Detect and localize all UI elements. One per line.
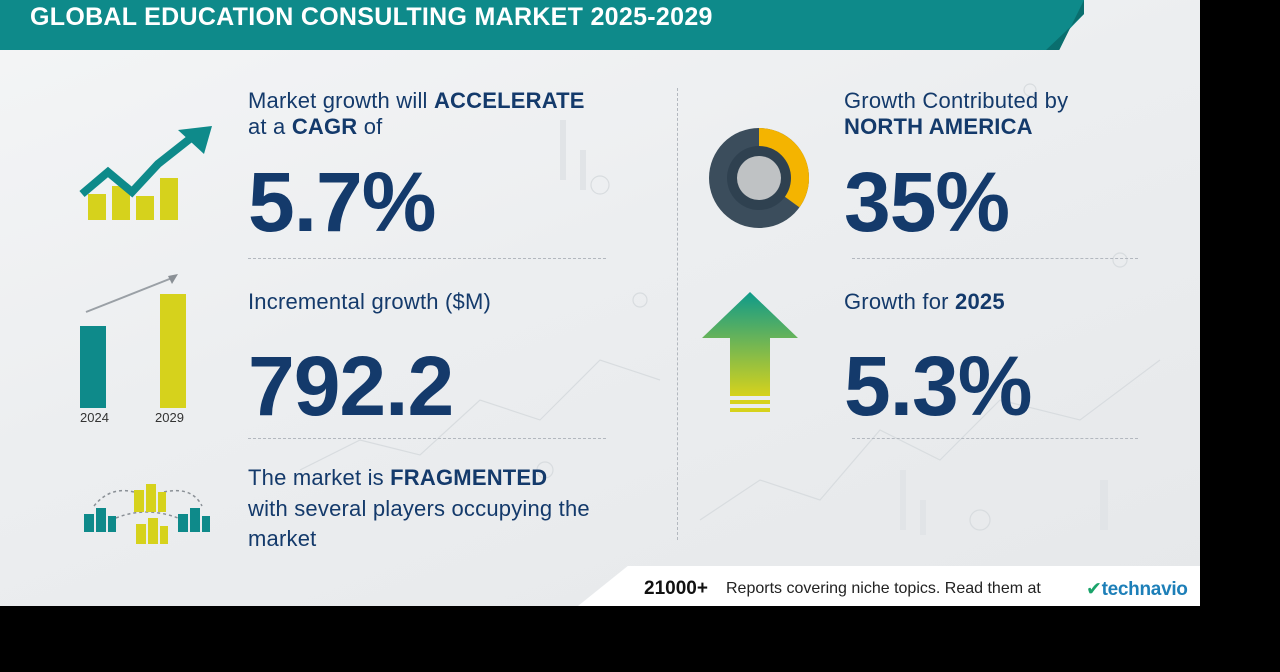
year-label-end: 2029 <box>155 410 184 425</box>
technavio-logo[interactable]: ✔︎technavio <box>1086 578 1188 601</box>
yoy-year: 2025 <box>955 289 1005 314</box>
fragmented-prefix: The market is <box>248 465 384 490</box>
cagr-line-1: Market growth will ACCELERATE <box>248 88 585 114</box>
bar-compare-icon <box>80 274 186 408</box>
footer-report-count: 21000+ <box>644 578 708 599</box>
technavio-wordmark: technavio <box>1101 579 1188 600</box>
divider-left-1 <box>248 258 606 259</box>
page-title: GLOBAL EDUCATION CONSULTING MARKET 2025-… <box>30 3 713 31</box>
cagr-label: CAGR <box>291 114 358 139</box>
cagr-line-1-prefix: Market growth will <box>248 88 428 113</box>
fragmented-label: FRAGMENTED <box>390 465 548 490</box>
fragmented-line-3: market <box>248 526 317 551</box>
divider-left-2 <box>248 438 606 439</box>
footer-text: Reports covering niche topics. Read them… <box>726 580 1041 597</box>
title-banner <box>0 0 1084 50</box>
divider-right-1 <box>852 258 1138 259</box>
up-arrow-icon <box>702 292 798 412</box>
buildings-network-icon <box>84 484 210 544</box>
region-line-2: NORTH AMERICA <box>844 114 1033 140</box>
incremental-label: Incremental growth ($M) <box>248 289 492 314</box>
yoy-value: 5.3% <box>844 339 1032 433</box>
cagr-accelerate: ACCELERATE <box>433 88 585 113</box>
technavio-logo-icon: ✔︎ <box>1086 579 1102 600</box>
region-line-1: Growth Contributed by <box>844 88 1069 113</box>
donut-icon <box>709 128 809 228</box>
yoy-label: Growth for 2025 <box>844 289 1005 315</box>
yoy-label-prefix: Growth for <box>844 289 949 314</box>
region-value: 35% <box>844 155 1010 249</box>
divider-right-2 <box>852 438 1138 439</box>
footer-strip <box>578 566 1200 606</box>
cagr-value: 5.7% <box>248 155 436 249</box>
background-decoration <box>299 83 1161 535</box>
cagr-line-2: at a CAGR of <box>248 114 382 140</box>
fragmented-line-2: with several players occupying the <box>248 496 590 521</box>
infographic-canvas: GLOBAL EDUCATION CONSULTING MARKET 2025-… <box>0 0 1200 606</box>
region-name: NORTH AMERICA <box>844 114 1033 139</box>
cagr-line-2-suffix: of <box>363 114 383 139</box>
incremental-value: 792.2 <box>248 339 454 433</box>
cagr-line-2-prefix: at a <box>248 114 286 139</box>
year-label-start: 2024 <box>80 410 109 425</box>
growth-chart-icon <box>79 126 212 220</box>
fragmented-line-1: The market is FRAGMENTED <box>248 465 547 491</box>
center-divider <box>677 88 678 540</box>
